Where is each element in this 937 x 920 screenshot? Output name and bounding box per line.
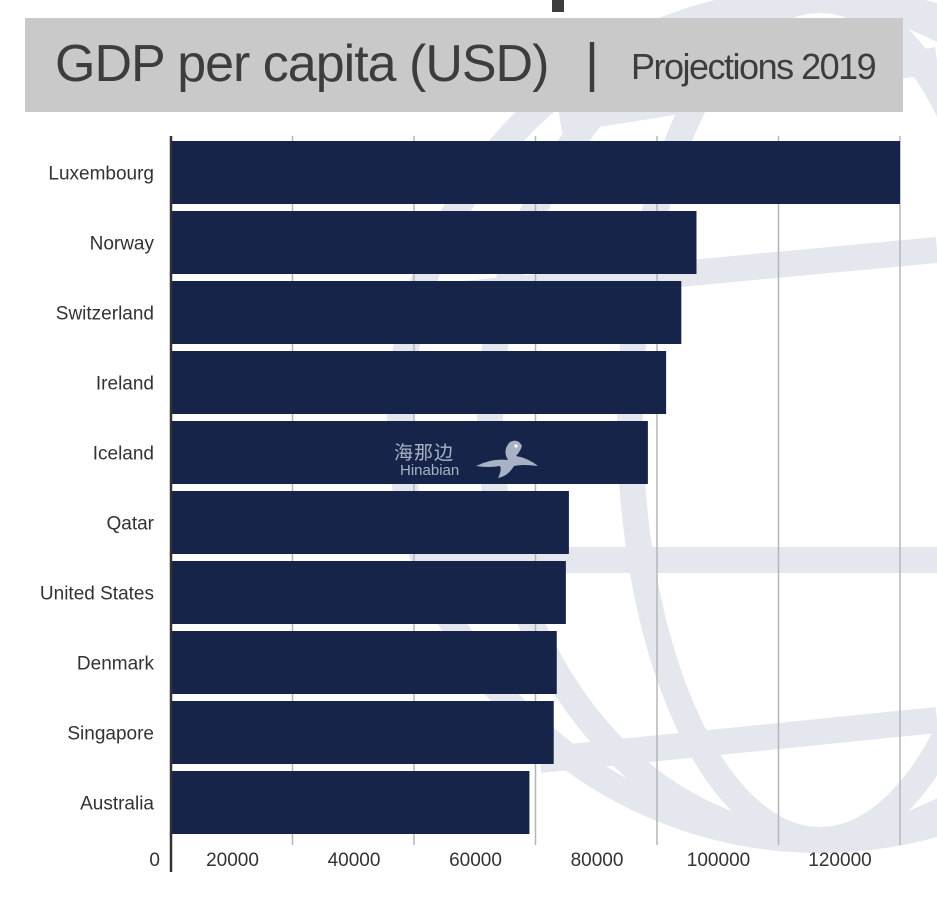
x-tick-label: 0 [149, 850, 160, 871]
bar-iceland [171, 421, 648, 484]
bar-qatar [171, 491, 569, 554]
bar-denmark [171, 631, 557, 694]
category-label: Australia [80, 794, 154, 815]
bar-norway [171, 211, 697, 274]
x-tick-label: 100000 [687, 850, 750, 871]
category-label: Norway [90, 234, 155, 255]
x-tick-label: 60000 [449, 850, 502, 871]
category-label: Switzerland [56, 304, 154, 325]
bar-luxembourg [171, 141, 900, 204]
title-artifact [552, 0, 564, 12]
x-tick-label: 80000 [571, 850, 624, 871]
bar-switzerland [171, 281, 682, 344]
bird-logo-icon [476, 440, 538, 478]
category-label: Denmark [77, 654, 155, 675]
category-label: Ireland [96, 374, 154, 395]
x-tick-label: 40000 [328, 850, 381, 871]
category-label: Iceland [93, 444, 154, 465]
watermark-brand-en: Hinabian [400, 462, 460, 479]
hinabian-watermark: 海那边 Hinabian [394, 436, 544, 486]
bar-singapore [171, 701, 554, 764]
bar-ireland [171, 351, 667, 414]
watermark-brand-cn: 海那边 [394, 443, 455, 464]
title-banner: GDP per capita (USD) | Projections 2019 [25, 18, 903, 112]
category-label: United States [40, 584, 154, 605]
chart-title: GDP per capita (USD) [55, 35, 549, 93]
category-label: Qatar [106, 514, 154, 535]
category-label: Singapore [67, 724, 154, 745]
title-separator: | [585, 33, 600, 93]
bar-united-states [171, 561, 566, 624]
x-tick-label: 120000 [808, 850, 871, 871]
bar-australia [171, 771, 530, 834]
chart-subtitle: Projections 2019 [631, 46, 877, 87]
x-tick-label: 20000 [206, 850, 259, 871]
category-label: Luxembourg [48, 164, 154, 185]
